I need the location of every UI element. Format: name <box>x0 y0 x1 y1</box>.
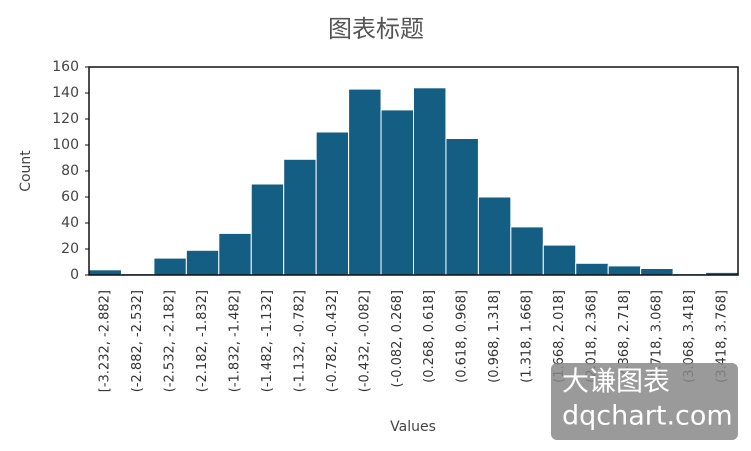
x-tick-label: (2.718, 3.068] <box>649 290 664 383</box>
bar <box>88 269 122 276</box>
x-tick-label: (-1.482, -1.132] <box>260 290 275 392</box>
x-tick-label: (-1.832, -1.482] <box>228 290 243 392</box>
bar <box>380 109 414 276</box>
x-tick-label: (-2.882, -2.532] <box>130 290 145 392</box>
bar <box>640 268 674 276</box>
y-tick-label: 0 <box>70 267 79 283</box>
watermark: 大谦图表 dqchart.com <box>551 363 738 440</box>
bar <box>348 88 382 276</box>
bar <box>153 257 187 276</box>
x-tick-label: (2.368, 2.718] <box>617 290 632 383</box>
bar <box>185 249 220 276</box>
plot-frame <box>88 66 739 276</box>
watermark-box <box>551 363 738 440</box>
x-tick-label: (-2.182, -1.832] <box>195 290 210 392</box>
bar <box>315 131 350 276</box>
y-tick-label: 40 <box>61 215 79 231</box>
x-tick-label: (0.268, 0.618] <box>422 290 437 383</box>
bar <box>413 87 447 276</box>
x-tick-label: (3.418, 3.768] <box>714 290 729 383</box>
x-axis-label: Values <box>390 419 436 435</box>
bar <box>510 226 544 276</box>
y-tick-label: 80 <box>61 163 79 179</box>
bar <box>575 262 609 276</box>
plot-area: 0 20 40 60 80 100 120 140 160 [-3.232, -2.882] (-2… <box>52 59 739 392</box>
x-tick-label: (0.618, 0.968] <box>455 290 470 383</box>
x-tick-label: (1.668, 2.018] <box>552 290 567 383</box>
y-tick-label: 20 <box>61 241 79 257</box>
watermark-text: dqchart.com <box>562 401 733 432</box>
bar <box>542 244 577 276</box>
bar <box>607 265 642 276</box>
x-tick-label: (-2.532, -2.182] <box>163 290 178 392</box>
y-tick-label: 160 <box>52 59 79 75</box>
x-tick-label: (2.018, 2.368] <box>584 290 599 383</box>
y-tick-label: 120 <box>52 111 79 127</box>
bar <box>283 158 317 276</box>
x-tick-label: (-0.082, 0.268] <box>390 290 405 388</box>
chart-title: 图表标题 <box>328 15 424 43</box>
y-axis-label: Count <box>18 150 34 192</box>
y-tick-label: 60 <box>61 189 79 205</box>
bar <box>477 196 512 276</box>
x-tick-label: (1.318, 1.668] <box>520 290 535 383</box>
x-tick-label: (0.968, 1.318] <box>487 290 502 383</box>
bar <box>218 232 252 276</box>
x-tick-label: (-0.432, -0.082] <box>357 290 372 392</box>
x-tick-label: [-3.232, -2.882] <box>98 290 113 392</box>
x-tick-label: (-0.782, -0.432] <box>325 290 340 392</box>
bar <box>250 183 285 276</box>
y-tick-label: 100 <box>52 137 79 153</box>
x-tick-label: (3.068, 3.418] <box>682 290 697 383</box>
watermark-text: 大谦图表 <box>562 367 670 398</box>
x-tick-label: (-1.132, -0.782] <box>292 290 307 392</box>
bar <box>445 138 479 276</box>
y-tick-label: 140 <box>52 85 79 101</box>
